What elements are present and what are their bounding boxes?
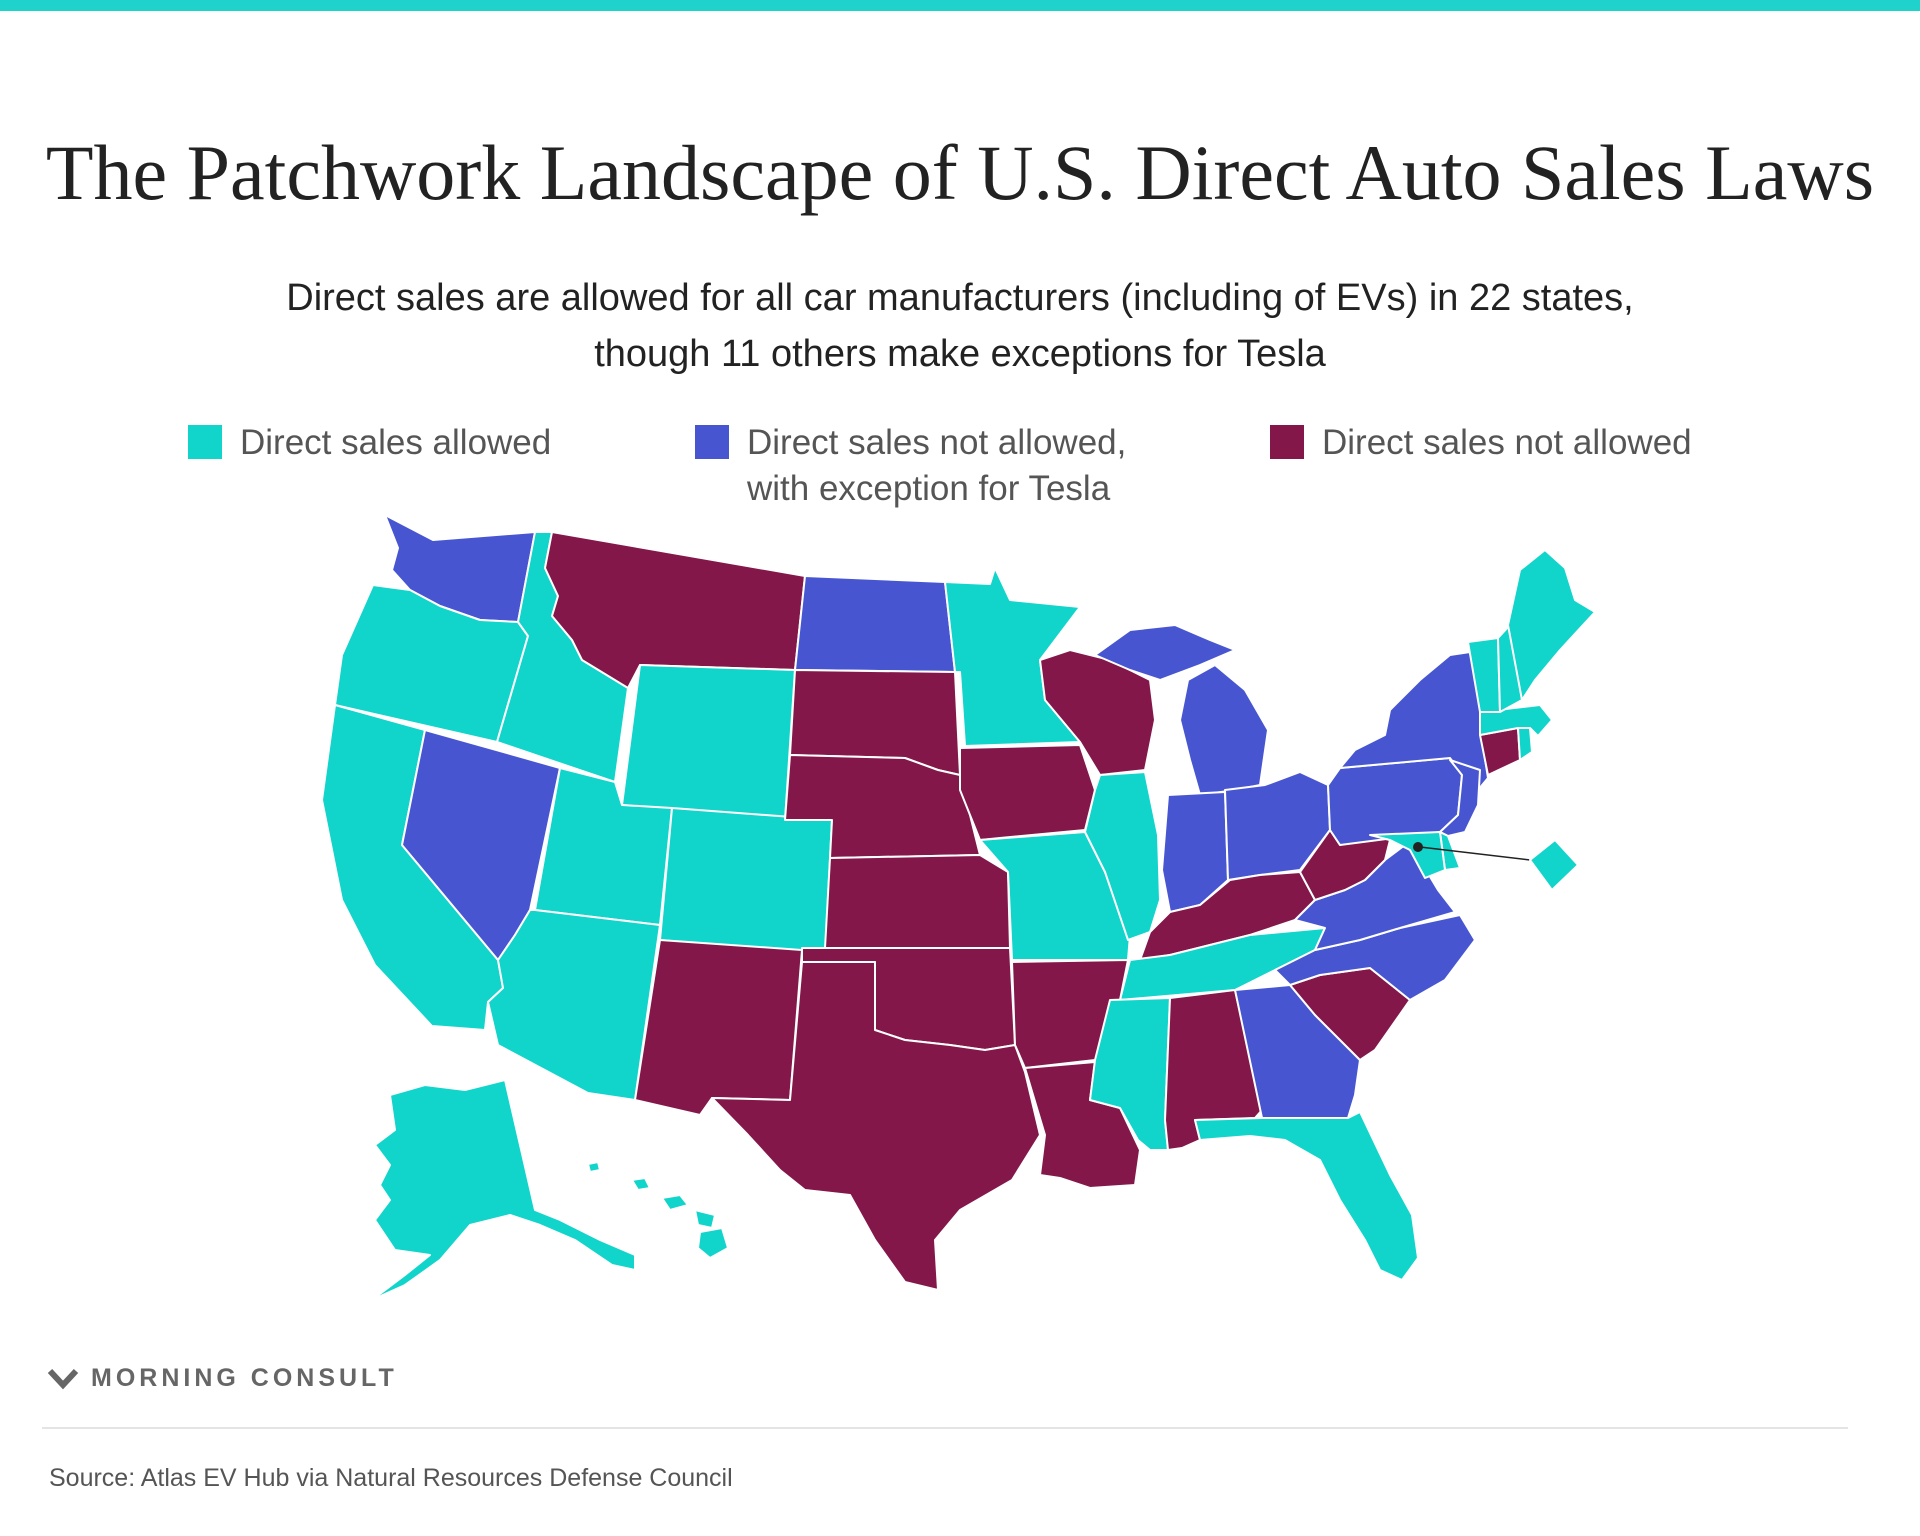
state-FL bbox=[1194, 1111, 1419, 1281]
state-WI bbox=[1039, 649, 1156, 776]
brand-name: MORNING CONSULT bbox=[91, 1364, 398, 1392]
legend-label-allowed: Direct sales allowed bbox=[240, 423, 552, 462]
legend-label-not-allowed: Direct sales not allowed bbox=[1322, 423, 1692, 462]
state-HI-5 bbox=[697, 1227, 729, 1259]
state-RI bbox=[1517, 727, 1533, 761]
dc-callout-dot bbox=[1413, 842, 1423, 852]
state-HI-4 bbox=[694, 1209, 716, 1229]
subtitle-line-1: Direct sales are allowed for all car man… bbox=[286, 277, 1634, 319]
footer-divider bbox=[42, 1427, 1848, 1429]
brand-logo: MORNING CONSULT bbox=[47, 1364, 398, 1393]
state-NM bbox=[634, 939, 803, 1116]
state-WY bbox=[621, 664, 796, 821]
state-CT bbox=[1479, 727, 1521, 776]
state-AK bbox=[371, 1079, 636, 1301]
state-IL bbox=[1084, 771, 1161, 941]
state-HI-2 bbox=[631, 1177, 651, 1191]
legend: Direct sales allowed Direct sales not al… bbox=[0, 420, 1920, 530]
us-map bbox=[321, 514, 1596, 1301]
m-chevron-logo-icon bbox=[47, 1368, 79, 1389]
legend-item-tesla-exception: Direct sales not allowed, with exception… bbox=[695, 420, 1126, 512]
state-ND bbox=[794, 575, 956, 673]
state-MD bbox=[1369, 831, 1446, 879]
state-DC-inset bbox=[1529, 839, 1579, 891]
state-HI-3 bbox=[661, 1194, 689, 1211]
state-TX bbox=[711, 961, 1041, 1291]
top-accent-bar bbox=[0, 0, 1920, 11]
dc-callout-line bbox=[1419, 846, 1531, 861]
page-title: The Patchwork Landscape of U.S. Direct A… bbox=[45, 129, 1875, 216]
legend-item-not-allowed: Direct sales not allowed bbox=[1270, 420, 1692, 466]
state-HI-1 bbox=[587, 1161, 601, 1173]
legend-item-allowed: Direct sales allowed bbox=[188, 420, 551, 466]
state-KS bbox=[824, 854, 1011, 949]
state-AZ bbox=[487, 909, 661, 1101]
state-MI-UP bbox=[1094, 624, 1236, 681]
legend-swatch-not-allowed bbox=[1270, 425, 1304, 459]
subtitle-line-2: though 11 others make exceptions for Tes… bbox=[594, 333, 1326, 375]
state-IA bbox=[959, 744, 1096, 841]
state-MI bbox=[1179, 664, 1269, 796]
state-CO bbox=[659, 807, 833, 956]
legend-label-tesla-exception-line-2: with exception for Tesla bbox=[747, 469, 1111, 508]
legend-label-tesla-exception-line-1: Direct sales not allowed, bbox=[747, 423, 1127, 462]
legend-swatch-allowed bbox=[188, 425, 222, 459]
source-note: Source: Atlas EV Hub via Natural Resourc… bbox=[49, 1464, 733, 1492]
legend-swatch-tesla-exception bbox=[695, 425, 729, 459]
subtitle: Direct sales are allowed for all car man… bbox=[160, 270, 1760, 382]
state-ME bbox=[1507, 549, 1596, 701]
